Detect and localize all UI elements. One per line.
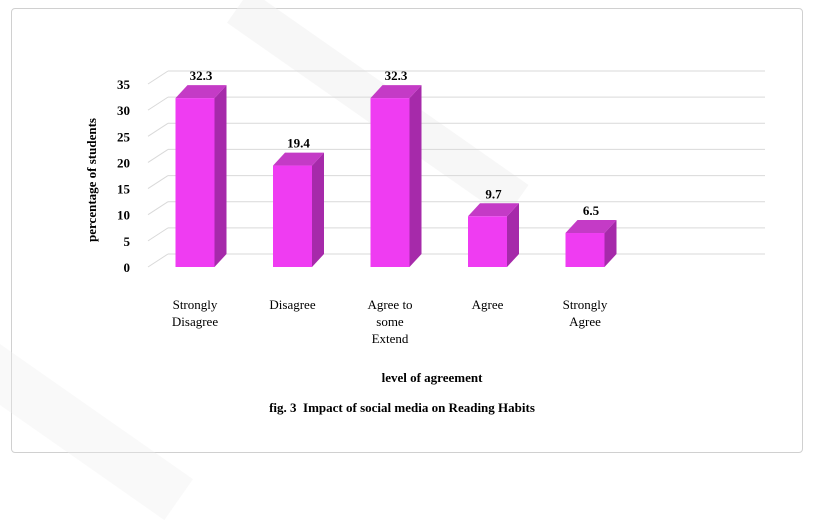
bar-side <box>409 85 422 267</box>
bar-front <box>175 98 215 267</box>
y-tick-label: 5 <box>124 234 131 249</box>
bar <box>273 152 324 267</box>
x-axis-title: level of agreement <box>382 370 483 385</box>
data-label: 32.3 <box>190 68 213 83</box>
bars <box>175 85 617 267</box>
y-tick-label: 30 <box>117 103 130 118</box>
data-label: 9.7 <box>485 186 502 201</box>
bar-front <box>273 165 312 267</box>
gridline-depth <box>147 227 169 242</box>
bar <box>565 220 617 267</box>
bar <box>175 85 227 267</box>
y-tick-label: 25 <box>117 129 131 144</box>
x-tick-label: Disagree <box>269 297 315 312</box>
data-label: 19.4 <box>287 136 310 151</box>
bar-top <box>468 203 519 217</box>
y-tick-label: 35 <box>117 77 131 92</box>
gridlines <box>147 70 765 268</box>
bar-side <box>214 85 227 267</box>
bar-side <box>604 220 617 267</box>
gridline-depth <box>147 253 169 268</box>
bar-front <box>370 98 410 267</box>
y-tick-label: 0 <box>124 260 131 275</box>
bar-top <box>273 152 324 166</box>
gridline-depth <box>147 96 169 111</box>
gridline-depth <box>147 122 169 137</box>
y-tick-label: 20 <box>117 155 130 170</box>
chart-canvas: 0 5 10 15 20 25 30 35 32.3 19.4 32.3 9.7 6.5 Strong… <box>11 8 803 453</box>
chart-frame <box>11 8 803 453</box>
gridline-depth <box>147 70 169 85</box>
data-label: 32.3 <box>385 68 408 83</box>
bar-front <box>468 216 507 267</box>
gridline-depth <box>147 175 169 189</box>
x-tick-label: Agree <box>472 297 504 312</box>
data-label: 6.5 <box>583 203 600 218</box>
bar-top <box>565 220 617 234</box>
bar-top <box>175 85 227 99</box>
bar-chart: 0 5 10 15 20 25 30 35 32.3 19.4 32.3 9.7 6.5 Strong… <box>84 68 765 415</box>
bar-side <box>312 152 324 267</box>
y-axis: 0 5 10 15 20 25 30 35 <box>117 77 131 275</box>
x-tick-label: Agree to some Extend <box>367 297 412 346</box>
bar <box>468 203 519 267</box>
bar-side <box>507 203 519 267</box>
y-tick-label: 10 <box>117 208 130 223</box>
gridline-depth <box>147 201 169 216</box>
x-tick-label: Strongly Disagree <box>172 297 218 329</box>
bar-top <box>370 85 422 99</box>
x-tick-label: Strongly Agree <box>563 297 608 329</box>
gridline-depth <box>147 149 169 163</box>
y-tick-label: 15 <box>117 182 131 197</box>
data-labels: 32.3 19.4 32.3 9.7 6.5 <box>190 68 600 218</box>
bar <box>370 85 422 267</box>
bar-front <box>565 233 605 267</box>
x-axis-tick-labels: Strongly Disagree Disagree Agree to some Exte… <box>172 297 608 346</box>
y-axis-title: percentage of students <box>84 118 99 242</box>
figure-caption: fig. 3 Impact of social media on Reading… <box>269 400 535 415</box>
